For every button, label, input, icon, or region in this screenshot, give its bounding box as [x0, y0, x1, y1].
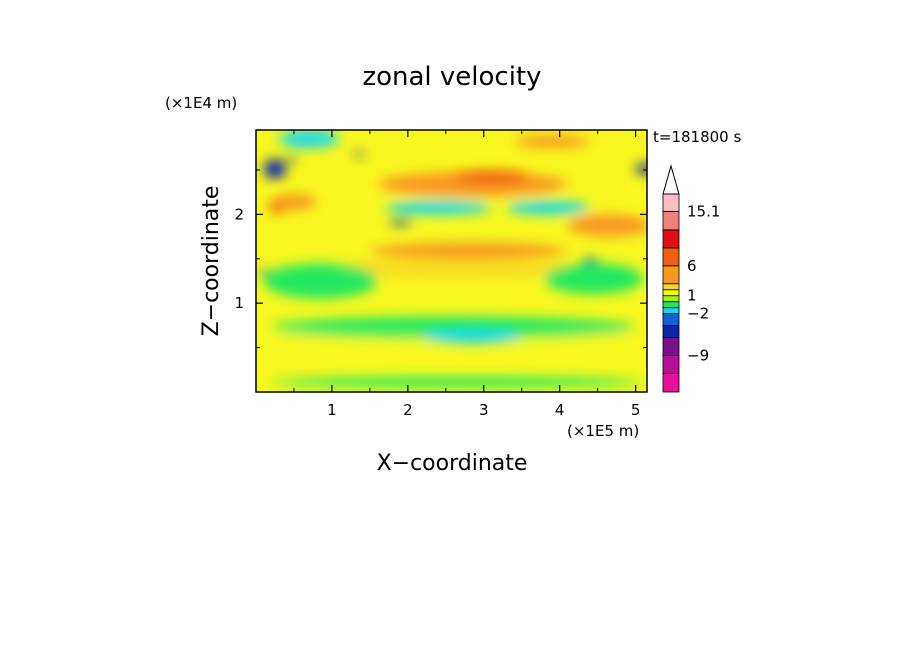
x-tick-label: 1: [327, 401, 337, 419]
colorbar-swatch: [662, 289, 680, 297]
colorbar-swatch: [662, 301, 680, 309]
colorbar-swatch: [662, 307, 680, 315]
plot-frame: [255, 129, 648, 393]
velocity-contour-regions: [256, 130, 647, 388]
contour-region: [263, 263, 378, 299]
x-unit-label: (×1E5 m): [567, 422, 639, 440]
x-tick-label: 2: [403, 401, 413, 419]
y-tick-label: 2: [234, 205, 244, 223]
colorbar-swatch: [662, 325, 680, 338]
contour-region: [506, 201, 591, 215]
colorbar-swatch: [662, 247, 680, 267]
colorbar-swatch: [662, 210, 680, 231]
colorbar-swatch: [662, 229, 680, 249]
colorbar-label: −2: [687, 305, 709, 323]
colorbar-labels: 15.1 6 1−2 −9: [687, 202, 720, 364]
colorbar: [662, 164, 680, 393]
colorbar-swatch: [662, 373, 680, 393]
x-tick-label: 3: [479, 401, 489, 419]
contour-region: [278, 130, 340, 148]
y-tick-label: 1: [234, 294, 244, 312]
x-axis-label: X−coordinate: [377, 451, 528, 476]
time-label: t=181800 s: [653, 128, 741, 146]
contour-region: [271, 376, 644, 388]
contour-region: [263, 159, 287, 179]
contour-region: [385, 201, 492, 215]
colorbar-label: 15.1: [687, 202, 720, 220]
contour-region: [267, 203, 287, 213]
contour-region: [635, 163, 647, 175]
colorbar-swatch: [662, 283, 680, 291]
contour-region: [423, 329, 522, 344]
chart-title: zonal velocity: [362, 62, 541, 92]
x-axis-ticks: 1 2 3 4 5: [293, 130, 641, 419]
contour-plot-area: [256, 130, 647, 392]
contour-region: [388, 219, 412, 226]
colorbar-label: −9: [687, 347, 709, 365]
y-axis-label: Z−coordinate: [199, 186, 224, 337]
y-unit-label: (×1E4 m): [165, 94, 237, 112]
y-axis-ticks: 12: [234, 169, 647, 349]
colorbar-extend-arrow: [662, 164, 680, 195]
contour-region: [544, 263, 644, 295]
contour-region: [369, 242, 568, 259]
colorbar-swatch: [662, 265, 680, 285]
colorbar-swatch: [662, 313, 680, 327]
colorbar-swatch: [662, 295, 680, 303]
colorbar-swatch: [662, 355, 680, 374]
colorbar-swatch: [662, 193, 680, 212]
contour-region: [259, 269, 269, 275]
x-tick-label: 4: [555, 401, 565, 419]
contour-region: [271, 316, 636, 339]
colorbar-swatch: [662, 337, 680, 356]
contour-region: [453, 169, 530, 184]
colorbar-label: 1: [687, 287, 697, 305]
contour-region: [354, 151, 364, 157]
contour-region: [582, 257, 598, 264]
colorbar-label: 6: [687, 257, 697, 275]
contour-region: [514, 135, 591, 148]
contour-region: [286, 156, 298, 162]
contour-region: [301, 260, 606, 277]
contour-region: [567, 214, 647, 237]
x-tick-label: 5: [631, 401, 641, 419]
